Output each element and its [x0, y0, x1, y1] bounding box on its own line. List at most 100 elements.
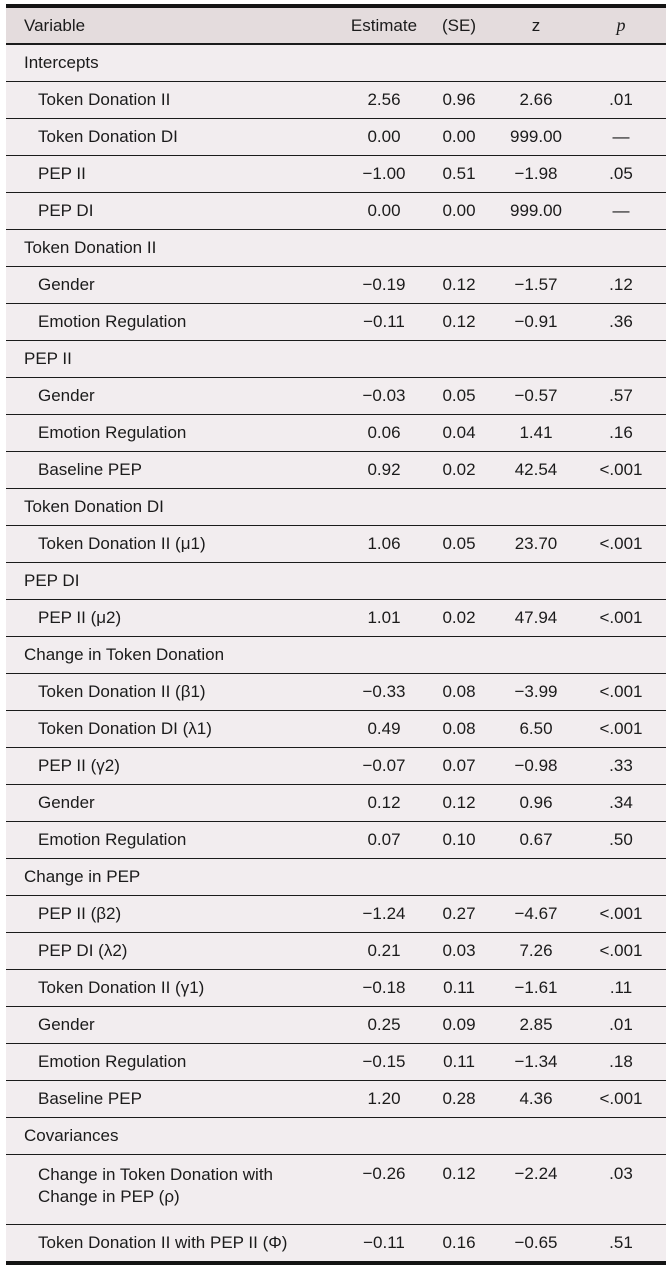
variable-cell: PEP II (γ2) — [6, 747, 346, 785]
se-cell: 0.07 — [422, 747, 496, 785]
se-cell: 0.11 — [422, 1043, 496, 1081]
p-cell: .03 — [576, 1154, 666, 1225]
p-cell: — — [576, 192, 666, 230]
se-cell: 0.27 — [422, 895, 496, 933]
section-label: Token Donation II — [6, 229, 666, 267]
variable-cell: Emotion Regulation — [6, 821, 346, 859]
variable-cell: PEP DI — [6, 192, 346, 230]
p-cell: <.001 — [576, 1080, 666, 1118]
p-cell: .50 — [576, 821, 666, 859]
z-cell: −0.65 — [496, 1224, 576, 1264]
section-label: Change in PEP — [6, 858, 666, 896]
estimate-cell: −0.15 — [346, 1043, 422, 1081]
table-row: Gender 0.12 0.12 0.96 .34 — [6, 784, 666, 822]
variable-cell: Token Donation II (γ1) — [6, 969, 346, 1007]
p-cell: .36 — [576, 303, 666, 341]
column-header-se: (SE) — [422, 6, 496, 45]
header-row: Variable Estimate (SE) z p — [6, 6, 666, 45]
p-cell: — — [576, 118, 666, 156]
table-row: Baseline PEP 1.20 0.28 4.36 <.001 — [6, 1080, 666, 1118]
p-cell: .18 — [576, 1043, 666, 1081]
estimate-cell: −0.11 — [346, 1224, 422, 1264]
se-cell: 0.12 — [422, 784, 496, 822]
table-row: Token Donation DI (λ1) 0.49 0.08 6.50 <.… — [6, 710, 666, 748]
estimate-cell: 0.06 — [346, 414, 422, 452]
variable-cell: Emotion Regulation — [6, 414, 346, 452]
estimate-cell: −0.18 — [346, 969, 422, 1007]
table-row: Baseline PEP 0.92 0.02 42.54 <.001 — [6, 451, 666, 489]
z-cell: 999.00 — [496, 192, 576, 230]
table-row: PEP DI 0.00 0.00 999.00 — — [6, 192, 666, 230]
se-cell: 0.02 — [422, 451, 496, 489]
table-row: Token Donation II (μ1) 1.06 0.05 23.70 <… — [6, 525, 666, 563]
z-cell: 0.67 — [496, 821, 576, 859]
z-cell: −4.67 — [496, 895, 576, 933]
regression-results-table: Variable Estimate (SE) z p Intercepts To… — [6, 4, 666, 1265]
estimate-cell: 0.25 — [346, 1006, 422, 1044]
table-row: Token Donation DI 0.00 0.00 999.00 — — [6, 118, 666, 156]
variable-cell: Gender — [6, 1006, 346, 1044]
column-header-p: p — [576, 6, 666, 45]
table-row: PEP II (μ2) 1.01 0.02 47.94 <.001 — [6, 599, 666, 637]
z-cell: −1.61 — [496, 969, 576, 1007]
section-row: Intercepts — [6, 44, 666, 82]
z-cell: 999.00 — [496, 118, 576, 156]
se-cell: 0.05 — [422, 525, 496, 563]
variable-cell: PEP DI (λ2) — [6, 932, 346, 970]
z-cell: 2.85 — [496, 1006, 576, 1044]
se-cell: 0.16 — [422, 1224, 496, 1264]
section-label: Intercepts — [6, 44, 666, 82]
p-cell: <.001 — [576, 710, 666, 748]
p-cell: .16 — [576, 414, 666, 452]
table-row: Emotion Regulation 0.06 0.04 1.41 .16 — [6, 414, 666, 452]
variable-cell: Gender — [6, 266, 346, 304]
se-cell: 0.11 — [422, 969, 496, 1007]
table-row: Gender −0.03 0.05 −0.57 .57 — [6, 377, 666, 415]
z-cell: 0.96 — [496, 784, 576, 822]
p-cell: .51 — [576, 1224, 666, 1264]
section-row: Token Donation DI — [6, 488, 666, 526]
se-cell: 0.00 — [422, 192, 496, 230]
z-cell: 42.54 — [496, 451, 576, 489]
table-row: PEP DI (λ2) 0.21 0.03 7.26 <.001 — [6, 932, 666, 970]
section-label: PEP II — [6, 340, 666, 378]
table-row: Gender −0.19 0.12 −1.57 .12 — [6, 266, 666, 304]
variable-cell: Token Donation II (β1) — [6, 673, 346, 711]
se-cell: 0.00 — [422, 118, 496, 156]
se-cell: 0.12 — [422, 303, 496, 341]
z-cell: 6.50 — [496, 710, 576, 748]
se-cell: 0.08 — [422, 710, 496, 748]
section-label: Covariances — [6, 1117, 666, 1155]
variable-cell: Change in Token Donation with Change in … — [6, 1154, 346, 1225]
section-label: PEP DI — [6, 562, 666, 600]
variable-cell: PEP II (β2) — [6, 895, 346, 933]
variable-cell: Emotion Regulation — [6, 303, 346, 341]
se-cell: 0.51 — [422, 155, 496, 193]
estimate-cell: 0.00 — [346, 192, 422, 230]
z-cell: 2.66 — [496, 81, 576, 119]
se-cell: 0.28 — [422, 1080, 496, 1118]
z-cell: 23.70 — [496, 525, 576, 563]
p-cell: <.001 — [576, 895, 666, 933]
se-cell: 0.12 — [422, 266, 496, 304]
estimate-cell: 1.20 — [346, 1080, 422, 1118]
estimate-cell: −0.03 — [346, 377, 422, 415]
estimate-cell: 0.12 — [346, 784, 422, 822]
estimate-cell: 0.00 — [346, 118, 422, 156]
p-cell: .12 — [576, 266, 666, 304]
se-cell: 0.08 — [422, 673, 496, 711]
variable-cell: PEP II (μ2) — [6, 599, 346, 637]
p-cell: <.001 — [576, 673, 666, 711]
section-row: PEP DI — [6, 562, 666, 600]
variable-cell: Token Donation DI (λ1) — [6, 710, 346, 748]
estimate-cell: −0.26 — [346, 1154, 422, 1225]
z-cell: 7.26 — [496, 932, 576, 970]
z-cell: −0.57 — [496, 377, 576, 415]
p-cell: .57 — [576, 377, 666, 415]
estimate-cell: −0.11 — [346, 303, 422, 341]
p-cell: .34 — [576, 784, 666, 822]
p-cell: <.001 — [576, 525, 666, 563]
table-row: Emotion Regulation −0.15 0.11 −1.34 .18 — [6, 1043, 666, 1081]
column-header-z: z — [496, 6, 576, 45]
results-table-wrap: Variable Estimate (SE) z p Intercepts To… — [6, 4, 666, 1265]
